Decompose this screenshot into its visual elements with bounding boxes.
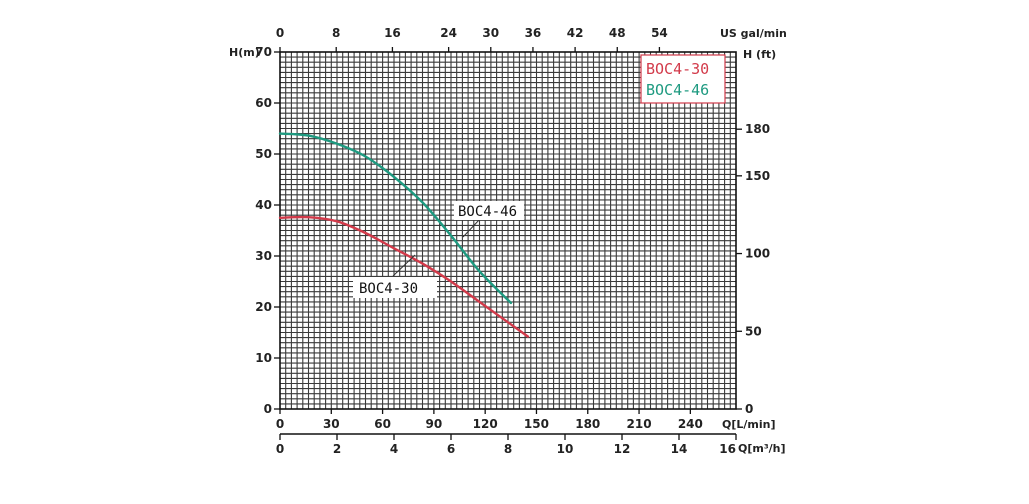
grid (279, 51, 737, 435)
legend-entry-boc4-30: BOC4-30 (646, 60, 709, 78)
x-bottom-tick-label: 60 (374, 417, 391, 431)
x-bottom2-tick-label: 0 (276, 442, 284, 456)
callout-box (353, 277, 437, 298)
x-bottom-tick-label: 90 (426, 417, 443, 431)
x-bottom-axis-label: Q[L/min] (722, 418, 776, 431)
x-top-tick-label: 16 (384, 26, 401, 40)
x-bottom-tick-label: 0 (276, 417, 284, 431)
y-left-axis-label: H(m) (229, 46, 260, 59)
x-bottom2-tick-label: 8 (504, 442, 512, 456)
x-bottom-tick-label: 150 (524, 417, 549, 431)
curves (278, 132, 530, 338)
callout-leader-line (462, 218, 481, 238)
callout-boc4-30: BOC4-30 (353, 254, 437, 298)
series-line-boc4-30 (278, 215, 530, 338)
x-bottom-tick-label: 180 (575, 417, 600, 431)
x-bottom-tick-label: 240 (678, 417, 703, 431)
x-top-tick-label: 30 (482, 26, 499, 40)
y-right-tick-label: 50 (745, 324, 762, 338)
x-bottom2-tick-label: 10 (557, 442, 574, 456)
x-top-tick-label: 54 (651, 26, 668, 40)
y-left-tick-label: 60 (255, 96, 272, 110)
x-bottom-tick-label: 210 (627, 417, 652, 431)
x-bottom2-axis-label: Q[m³/h] (738, 442, 786, 455)
x-top-tick-label: 8 (332, 26, 340, 40)
x-top-tick-label: 0 (276, 26, 284, 40)
y-left-tick-label: 30 (255, 249, 272, 263)
x-bottom2-tick-label: 6 (447, 442, 455, 456)
y-left-tick-label: 40 (255, 198, 272, 212)
callout-label: BOC4-46 (458, 204, 517, 220)
x-bottom2-tick-label: 16 (719, 442, 736, 456)
x-top-tick-label: 48 (609, 26, 626, 40)
y-right-tick-label: 180 (745, 122, 770, 136)
legend-box (640, 54, 726, 104)
x-top-tick-label: 42 (567, 26, 584, 40)
x-bottom2-tick-label: 2 (333, 442, 341, 456)
x-bottom-tick-label: 30 (323, 417, 340, 431)
y-left-tick-label: 0 (264, 402, 272, 416)
y-left-tick-label: 10 (255, 351, 272, 365)
y-right-axis-label: H (ft) (743, 48, 776, 61)
legend: BOC4-30 BOC4-46 (640, 54, 726, 104)
x-top-tick-label: 24 (440, 26, 457, 40)
y-right-tick-label: 150 (745, 169, 770, 183)
legend-entry-boc4-46: BOC4-46 (646, 81, 709, 99)
callout-label: BOC4-30 (359, 281, 418, 297)
x-bottom-tick-label: 120 (473, 417, 498, 431)
callout-box (454, 201, 524, 220)
x-bottom2-tick-label: 12 (614, 442, 631, 456)
callout-boc4-46: BOC4-46 (454, 201, 524, 238)
callout-leader-line (392, 254, 416, 277)
y-left-tick-label: 70 (255, 45, 272, 59)
plot-frame (279, 51, 737, 410)
y-left-tick-label: 20 (255, 300, 272, 314)
y-right-tick-label: 100 (745, 247, 770, 261)
y-right-tick-label: 0 (745, 402, 753, 416)
y-left-tick-label: 50 (255, 147, 272, 161)
series-line-boc4-46 (278, 132, 513, 305)
x-top-tick-label: 36 (525, 26, 542, 40)
x-bottom2-tick-label: 14 (671, 442, 688, 456)
x-bottom2-tick-label: 4 (390, 442, 398, 456)
x-top-axis-label: US gal/min (720, 27, 787, 40)
